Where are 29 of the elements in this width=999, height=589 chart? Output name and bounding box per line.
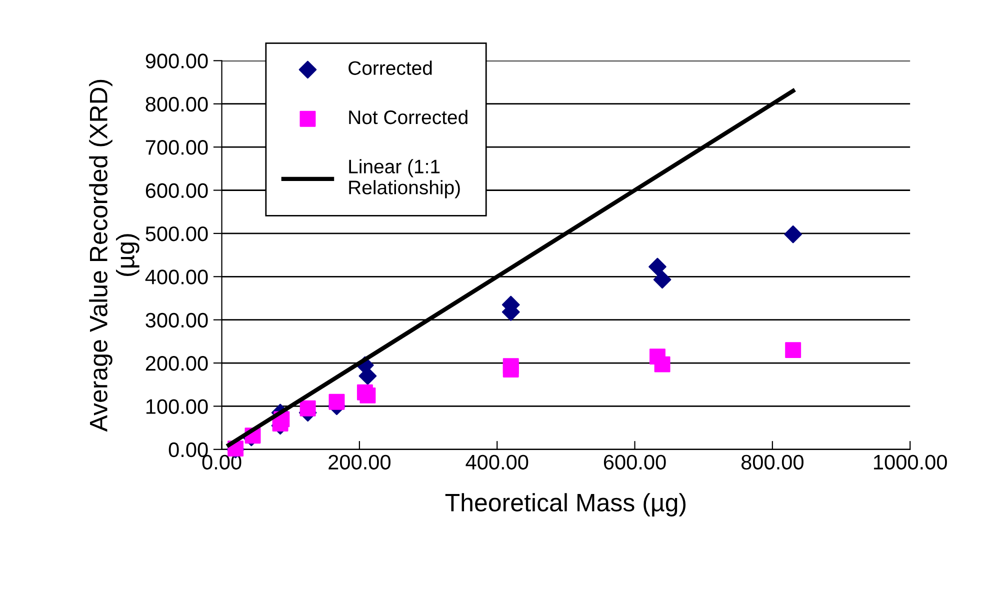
y-tick-label: 200.00 (146, 356, 208, 371)
point (502, 362, 519, 378)
y-tick-label: 700.00 (146, 140, 208, 155)
y-tick-label: 300.00 (146, 312, 208, 328)
point (654, 356, 670, 372)
y-axis-title: Average Value Recorded (XRD) (µg) (89, 80, 140, 432)
y-tick-label: 800.00 (146, 96, 208, 112)
point (784, 225, 802, 244)
point (648, 258, 666, 276)
x-tick-label: 200.00 (328, 454, 390, 470)
x-tick-label: 800.00 (741, 454, 804, 470)
y-tick-label: 600.00 (146, 183, 208, 198)
legend-label: Not Corrected (349, 110, 468, 124)
point (328, 394, 345, 410)
y-tick-label: 100.00 (146, 399, 208, 414)
point (360, 387, 376, 404)
x-axis-title: Theoretical Mass (µg) (445, 493, 686, 516)
x-tick-label: 600.00 (604, 454, 666, 470)
legend-label: Corrected (348, 60, 432, 75)
point (300, 400, 316, 416)
x-tick-label: 400.00 (466, 454, 528, 470)
y-tick-label: 400.00 (145, 270, 208, 284)
y-tick-label: 900.00 (146, 54, 208, 68)
x-tick-label: 1000.00 (874, 454, 947, 470)
legend-label: Linear (1:1 Relationship) (349, 159, 460, 198)
point (785, 342, 802, 358)
point (358, 367, 377, 385)
point (653, 270, 672, 289)
y-tick-label: 500.00 (146, 226, 208, 242)
